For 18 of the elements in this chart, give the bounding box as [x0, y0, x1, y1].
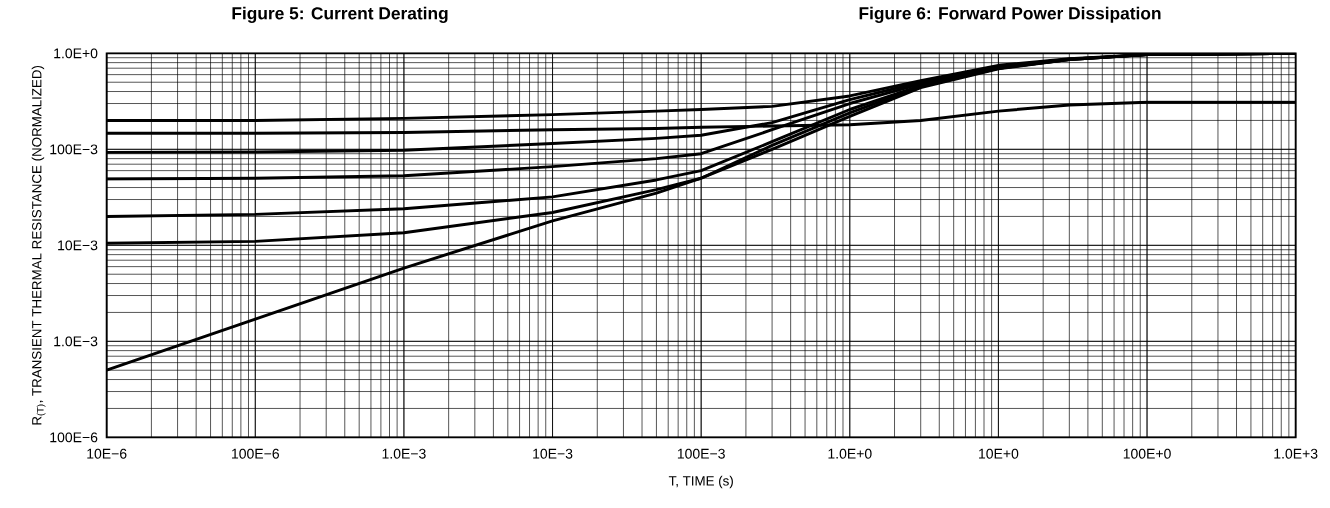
- x-tick-label: 100E−3: [677, 448, 725, 459]
- y-tick-label: 1.0E−3: [54, 336, 98, 347]
- y-tick-label: 100E−3: [50, 144, 98, 155]
- x-tick-label: 100E+0: [1123, 448, 1171, 459]
- x-tick-label: 1.0E+3: [1274, 448, 1318, 459]
- x-tick-label: 1.0E−3: [382, 448, 426, 459]
- caption: Figure 5: Current Derating: [232, 6, 448, 23]
- x-tick-label: 100E−6: [232, 448, 279, 459]
- x-tick-label: 1.0E+0: [828, 448, 872, 459]
- y-axis-title: R$_{(T)}$, TRANSIENT THERMAL RESISTANCE (NORMALIZED): [31, 65, 46, 425]
- x-tick-label: 10E−3: [533, 448, 573, 459]
- y-tick-label: 100E−6: [50, 432, 98, 443]
- x-tick-label: 10E+0: [979, 448, 1019, 459]
- y-tick-label: 1.0E+0: [54, 48, 98, 59]
- x-axis-title: T, TIME (s): [668, 475, 733, 489]
- caption: Figure 6: Forward Power Dissipation: [859, 6, 1161, 23]
- y-tick-label: 10E−3: [58, 240, 98, 251]
- x-tick-label: 10E−6: [87, 448, 127, 459]
